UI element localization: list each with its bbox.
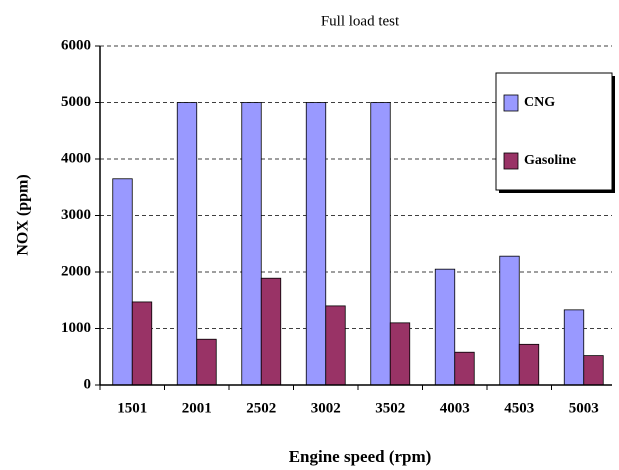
bar bbox=[260, 277, 282, 386]
legend-label: Gasoline bbox=[524, 153, 576, 168]
x-tick-label: 2001 bbox=[182, 400, 212, 416]
bar bbox=[370, 102, 391, 386]
bar bbox=[325, 305, 346, 386]
x-tick-label: 5003 bbox=[569, 400, 599, 416]
x-axis-label: Engine speed (rpm) bbox=[289, 447, 432, 466]
bar bbox=[389, 322, 411, 386]
chart-title: Full load test bbox=[321, 13, 400, 29]
bar bbox=[499, 255, 520, 386]
x-tick-label: 3002 bbox=[311, 400, 341, 416]
x-tick-label: 3502 bbox=[375, 400, 405, 416]
bar bbox=[583, 355, 604, 386]
x-tick-label: 4003 bbox=[440, 400, 470, 416]
y-axis-label: NOX (ppm) bbox=[15, 174, 32, 255]
x-tick-label: 1501 bbox=[117, 400, 147, 416]
legend-label: CNG bbox=[524, 95, 555, 110]
legend-swatch bbox=[503, 152, 519, 170]
y-tick-label: 3000 bbox=[61, 207, 91, 223]
legend bbox=[495, 72, 613, 191]
bar bbox=[112, 178, 133, 386]
bar bbox=[131, 301, 153, 386]
legend-swatch bbox=[503, 94, 519, 112]
x-tick-label: 2502 bbox=[246, 400, 276, 416]
y-tick-label: 4000 bbox=[61, 150, 91, 166]
y-tick-label: 0 bbox=[84, 376, 92, 392]
y-tick-label: 2000 bbox=[61, 263, 91, 279]
bar bbox=[563, 309, 585, 386]
bar bbox=[196, 338, 217, 386]
y-tick-label: 5000 bbox=[61, 94, 91, 110]
y-tick-label: 1000 bbox=[61, 320, 91, 336]
bar bbox=[305, 102, 327, 386]
x-tick-label: 4503 bbox=[504, 400, 534, 416]
bar bbox=[518, 343, 540, 386]
y-tick-label: 6000 bbox=[61, 37, 91, 53]
bar bbox=[176, 102, 198, 386]
bar bbox=[454, 351, 475, 386]
bar bbox=[241, 102, 262, 386]
bar bbox=[434, 268, 456, 386]
